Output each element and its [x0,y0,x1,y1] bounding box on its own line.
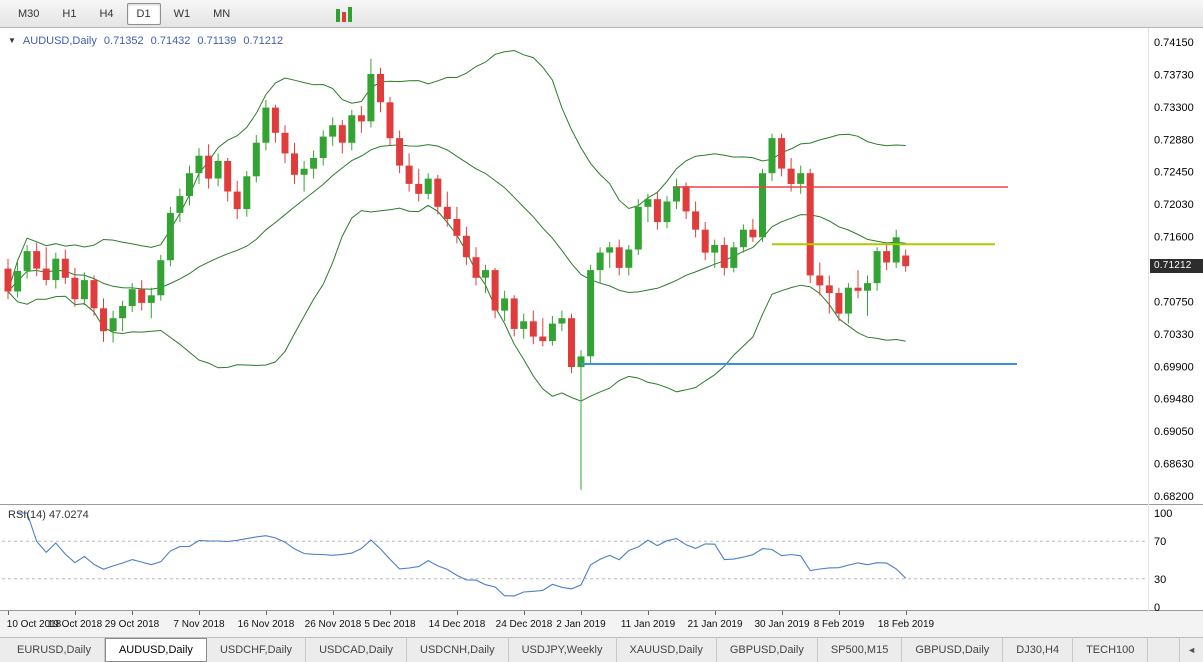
timeframe-toolbar: M30 H1 H4 D1 W1 MN [0,0,1203,28]
time-axis-label: 26 Nov 2018 [304,619,362,630]
chart-dropdown-arrow[interactable]: ▼ [8,36,16,45]
time-axis-label: 18 Feb 2019 [877,619,935,630]
time-axis-label: 7 Nov 2018 [173,619,225,630]
rsi-axis-label: 0 [1154,602,1160,611]
time-axis-tick [782,611,783,615]
symbol-timeframe-label: AUDUSD,Daily [22,35,97,47]
time-axis-label: 30 Jan 2019 [754,619,810,630]
chart-tab-usdjpy-weekly[interactable]: USDJPY,Weekly [509,638,617,662]
price-axis-label: 0.69050 [1154,426,1194,438]
chart-tab-gbpusd-daily[interactable]: GBPUSD,Daily [717,638,818,662]
time-axis-label: 10 Oct 2018 [6,619,62,630]
red-bar-icon [342,12,346,22]
rsi-axis-label: 30 [1154,574,1166,586]
time-axis-label: 16 Nov 2018 [237,619,295,630]
time-axis-tick [390,611,391,615]
rsi-line [17,512,907,597]
price-axis-label: 0.72880 [1154,134,1194,146]
time-axis-label: 21 Jan 2019 [687,619,743,630]
timeframe-button-m30[interactable]: M30 [18,7,40,20]
time-axis-label: 11 Jan 2019 [620,619,676,630]
candles-layer [4,58,910,490]
rsi-axis-label: 100 [1154,508,1172,520]
chart-title: ▼ AUDUSD,Daily 0.71352 0.71432 0.71139 0… [8,35,283,47]
price-chart-pane[interactable]: 0.74150 0.73730 0.73300 0.72880 0.72450 0.720… [0,28,1203,505]
time-axis-tick [524,611,525,615]
chart-tab-usdchf-daily[interactable]: USDCHF,Daily [207,638,307,662]
rsi-indicator-value: 47.0274 [48,509,89,521]
timeframe-button-w1[interactable]: W1 [173,7,191,20]
timeframe-button-mn[interactable]: MN [213,7,231,20]
rsi-indicator-pane[interactable]: 100 70 30 0 RSI(14) 47.0274 [0,505,1203,611]
timeframe-button-h1[interactable]: H1 [62,7,77,20]
candlestick-chart-icon[interactable] [336,6,356,22]
chart-tab-eurusd-daily[interactable]: EURUSD,Daily [4,638,105,662]
time-axis-tick [839,611,840,615]
chart-tab-audusd-daily[interactable]: AUDUSD,Daily [104,638,207,662]
chart-tab-xauusd-daily[interactable]: XAUUSD,Daily [617,638,717,662]
time-axis-tick [581,611,582,615]
time-axis-tick [715,611,716,615]
time-axis[interactable]: 10 Oct 2018 19 Oct 2018 29 Oct 2018 7 Nov 2… [0,611,1203,638]
chart-tab-usdcad-daily[interactable]: USDCAD,Daily [306,638,408,662]
rsi-label: RSI(14) 47.0274 [8,509,89,521]
time-axis-label: 14 Dec 2018 [428,619,486,630]
timeframe-button-d1[interactable]: D1 [126,2,161,25]
price-axis-label: 0.73730 [1154,69,1194,81]
time-axis-tick [266,611,267,615]
price-axis-label: 0.74150 [1154,37,1194,49]
price-axis-label: 0.73300 [1154,102,1194,114]
time-axis-tick [906,611,907,615]
chart-tab-usdcnh-daily[interactable]: USDCNH,Daily [407,638,509,662]
time-axis-tick [457,611,458,615]
time-axis-tick [199,611,200,615]
ohlc-high: 0.71432 [150,35,191,47]
price-axis-label: 0.70750 [1154,296,1194,308]
chart-tab-dj30-h4[interactable]: DJ30,H4 [1003,638,1074,662]
scroll-left-icon: ◄ [1187,645,1196,655]
chart-tabs-bar: EURUSD,Daily AUDUSD,Daily USDCHF,Daily USDC… [0,638,1203,662]
time-axis-label: 19 Oct 2018 [47,619,103,630]
timeframe-button-h4[interactable]: H4 [99,7,114,20]
time-axis-tick [648,611,649,615]
chart-tab-gbpusd-daily[interactable]: GBPUSD,Daily [902,638,1004,662]
price-axis-label: 0.69900 [1154,361,1194,373]
price-axis-label: 0.69480 [1154,394,1194,406]
price-axis-label: 0.70330 [1154,329,1194,341]
ohlc-low: 0.71139 [197,35,237,47]
time-axis-label: 2 Jan 2019 [556,619,606,630]
green-bar-icon [336,9,340,22]
time-axis-tick [75,611,76,615]
rsi-chart-svg[interactable]: 100 70 30 0 [0,505,1203,611]
time-axis-label: 5 Dec 2018 [364,619,416,630]
chart-tab-tech100[interactable]: TECH100 [1073,638,1149,662]
rsi-axis-label: 70 [1154,536,1166,548]
price-axis-label: 0.68630 [1154,459,1194,471]
time-axis-label: 8 Feb 2019 [813,619,865,630]
price-axis-label: 0.71600 [1154,232,1194,244]
tabs-scroll-left-button[interactable]: ◄ [1179,638,1203,662]
green-bar-icon [348,7,352,22]
price-axis-label: 0.68200 [1154,491,1194,503]
main-chart-svg[interactable]: 0.74150 0.73730 0.73300 0.72880 0.72450 0.720… [0,28,1203,505]
time-axis-tick [8,611,9,615]
time-axis-label: 29 Oct 2018 [104,619,160,630]
time-axis-tick [333,611,334,615]
price-axis-label: 0.72030 [1154,199,1194,211]
price-axis-label: 0.72450 [1154,167,1194,179]
time-axis-tick [132,611,133,615]
current-price-badge: 0.71212 [1150,259,1203,273]
rsi-level-lines [2,540,1146,580]
timeframe-button-group: M30 H1 H4 D1 W1 MN [8,2,243,25]
chart-tabs: EURUSD,Daily AUDUSD,Daily USDCHF,Daily USDC… [4,638,1149,662]
chart-tab-sp500-m15[interactable]: SP500,M15 [818,638,903,662]
rsi-indicator-name: RSI(14) [8,509,46,521]
bollinger-upper-line [7,49,906,292]
ohlc-open: 0.71352 [103,35,144,47]
time-axis-label: 24 Dec 2018 [495,619,553,630]
ohlc-close: 0.71212 [243,35,284,47]
